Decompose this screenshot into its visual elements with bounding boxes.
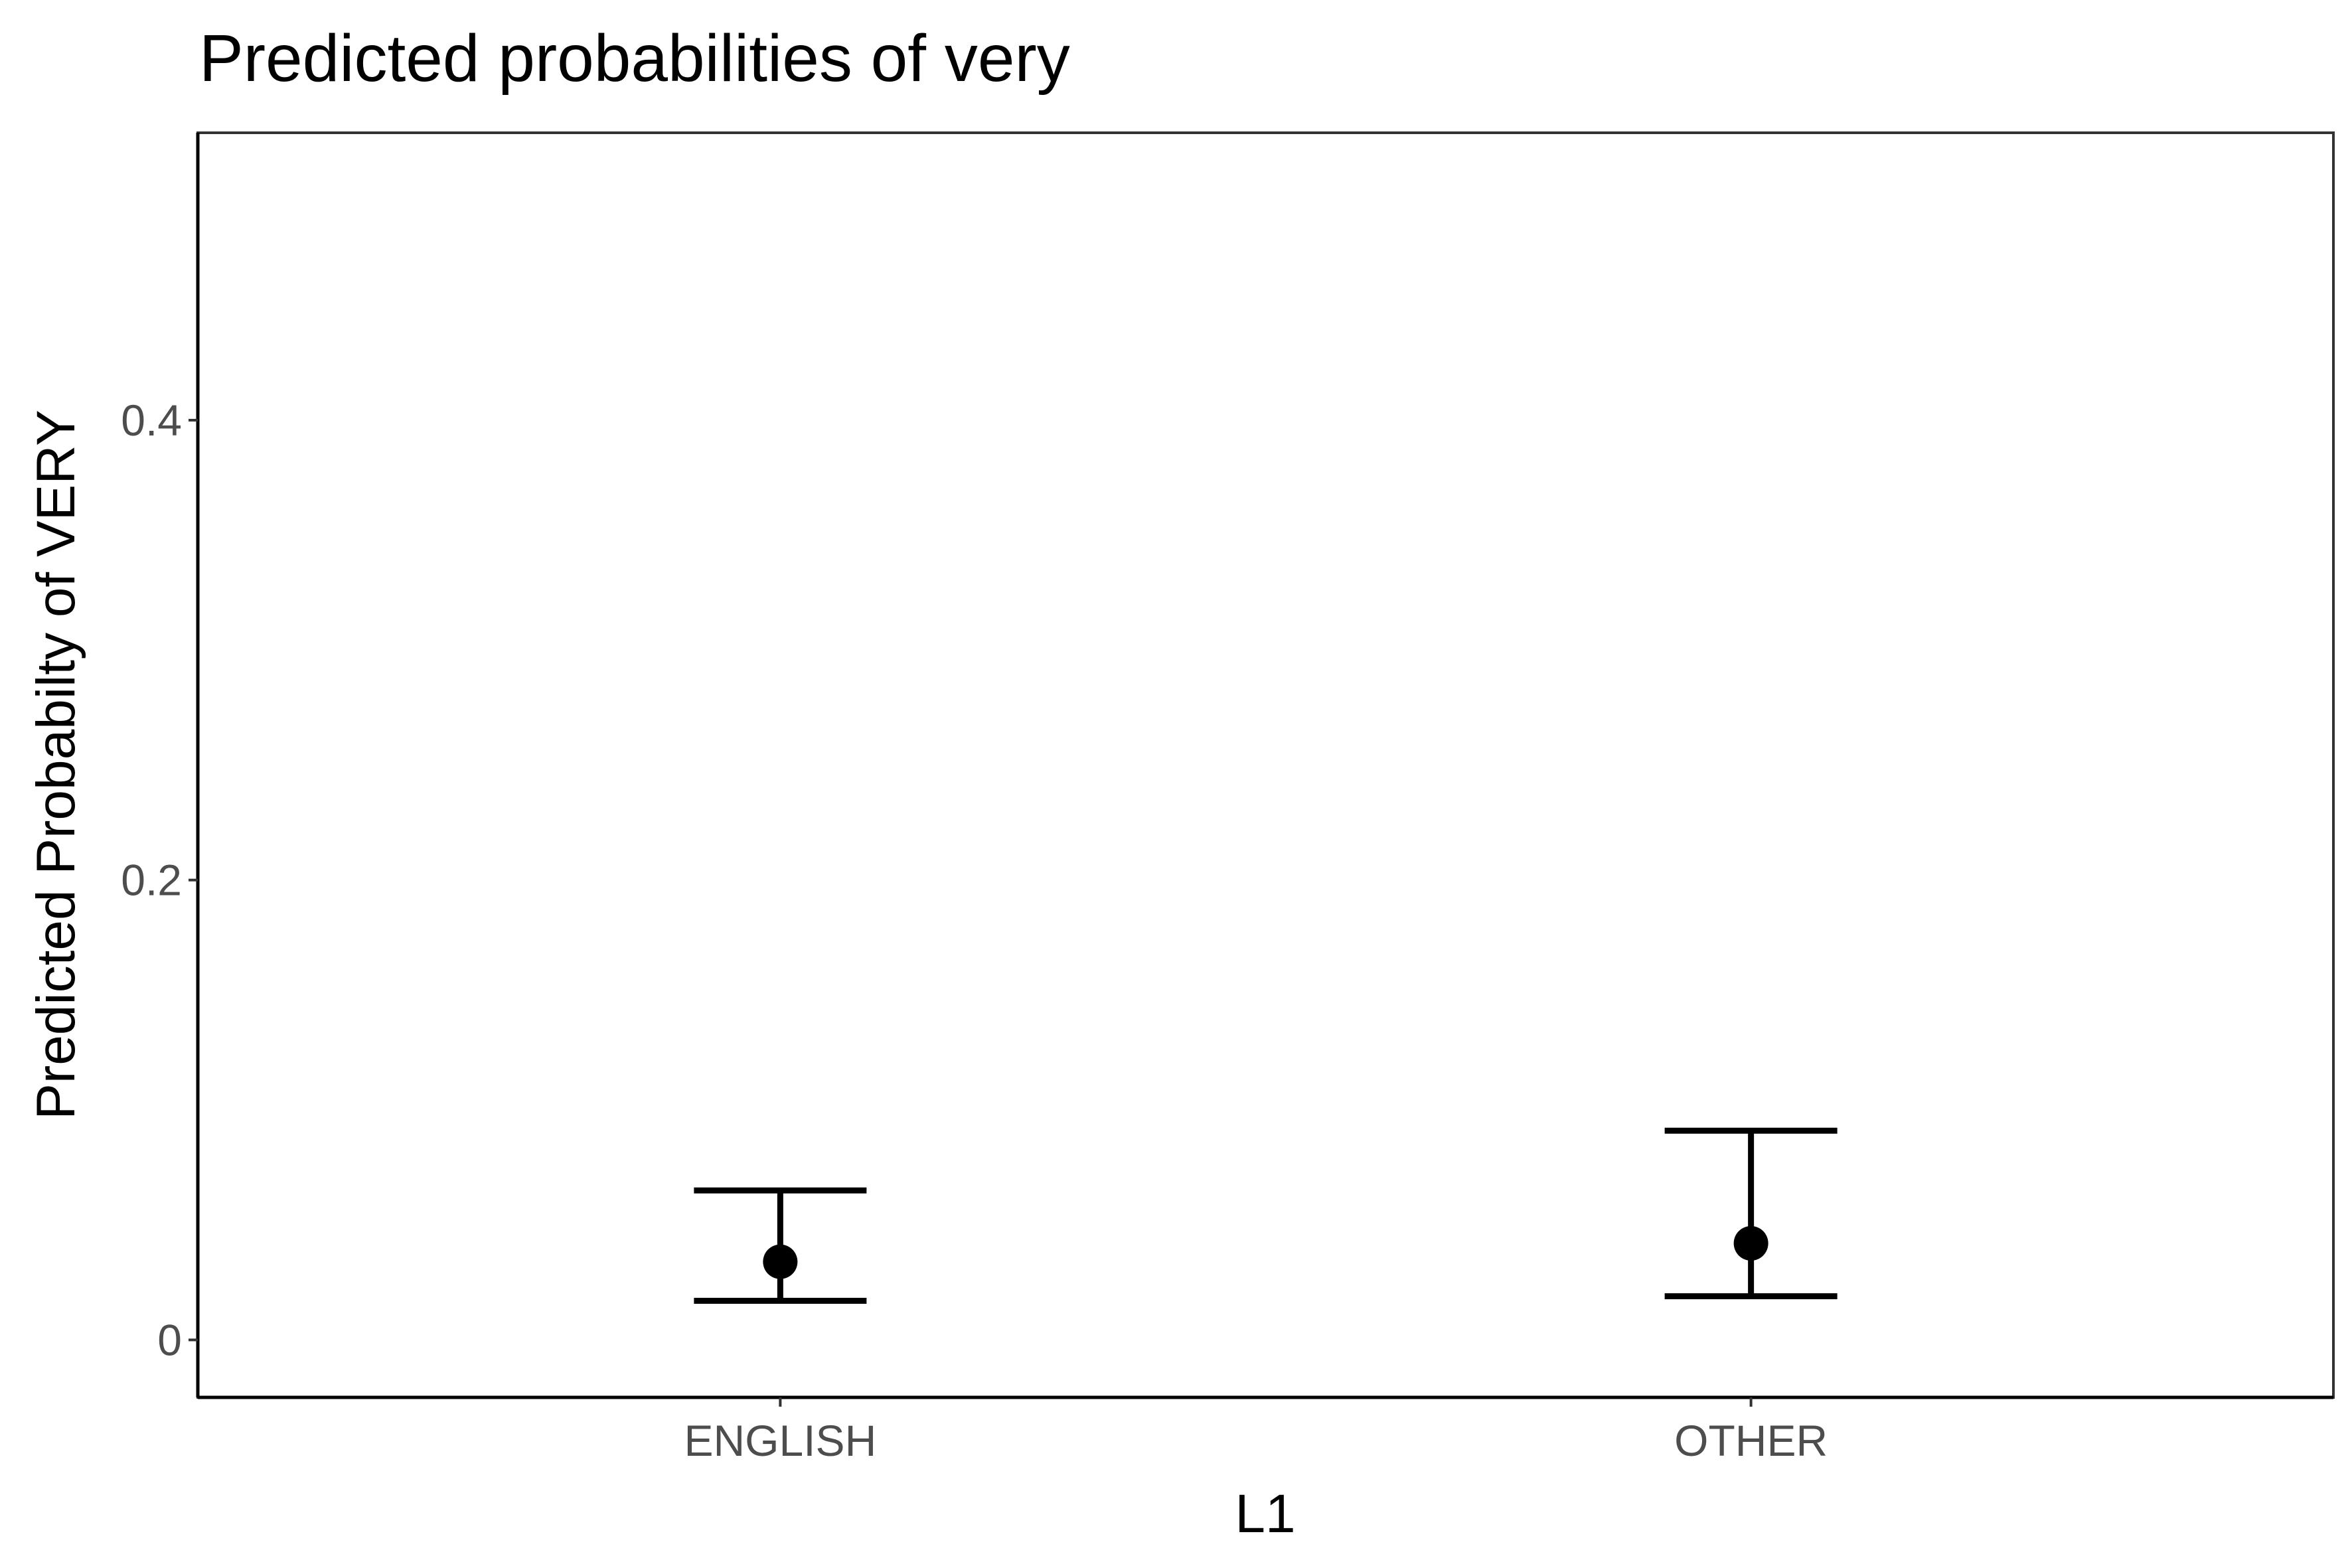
x-tick-label: OTHER: [1674, 1416, 1828, 1465]
y-tick-label: 0.4: [121, 396, 182, 445]
x-axis-title: L1: [1235, 1484, 1295, 1544]
data-point: [1733, 1225, 1768, 1261]
data-point: [763, 1244, 798, 1279]
y-tick-label: 0: [157, 1315, 182, 1364]
x-tick-label: ENGLISH: [684, 1416, 876, 1465]
x-axis: ENGLISH OTHER: [198, 1395, 2333, 1465]
error-bar: [1664, 1127, 1838, 1300]
plot-panel: [196, 131, 2335, 1399]
y-tick-label: 0.2: [121, 856, 182, 905]
y-axis-title: Predicted Probabilty of VERY: [26, 410, 86, 1120]
data-marks: [694, 1127, 1838, 1304]
y-axis: 0 0.2 0.4: [121, 133, 200, 1397]
chart-title: Predicted probabilities of very: [199, 21, 1070, 96]
